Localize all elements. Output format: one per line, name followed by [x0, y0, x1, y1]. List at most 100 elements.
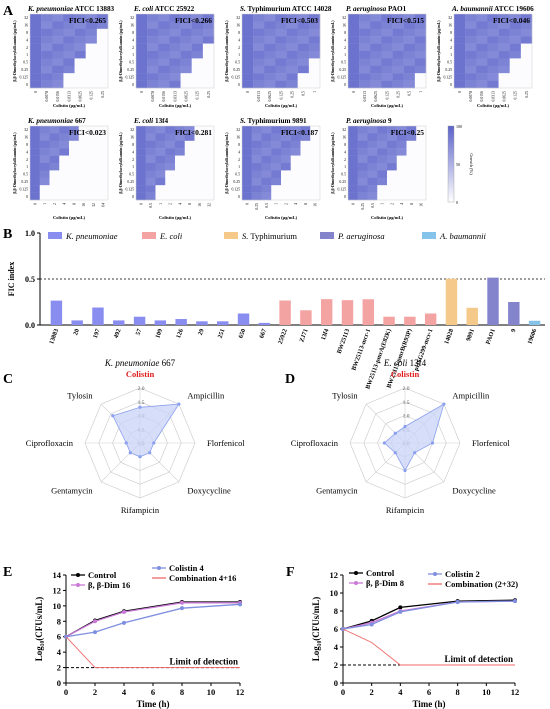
radar-ring-label: 1.0	[403, 414, 410, 420]
heatmap-cell	[52, 58, 64, 66]
heatmap-cell	[300, 163, 311, 171]
heatmap-cell	[191, 28, 204, 37]
heatmap-cell	[136, 148, 146, 156]
heatmap-cell	[396, 148, 407, 156]
heatmap-cell	[286, 73, 298, 81]
x-tick-label: 20	[72, 328, 81, 336]
heatmap-cell	[300, 126, 311, 134]
heatmap-cell	[145, 170, 156, 178]
y-tick-label: 8	[57, 616, 61, 626]
bar	[404, 316, 416, 325]
heatmap-cell	[416, 133, 427, 141]
radar-point	[430, 441, 435, 445]
fici-label: FICI<0.265	[69, 16, 106, 25]
heatmap-cell	[85, 51, 98, 59]
heatmap-cell	[147, 80, 159, 89]
heatmap-cell	[308, 51, 321, 59]
heatmap-cell	[264, 21, 276, 29]
heatmap-cell	[145, 126, 156, 134]
heatmap-cell	[204, 185, 215, 193]
heatmap-cell	[88, 185, 99, 193]
heatmap-cell	[165, 177, 176, 186]
x-tick-label: 2	[370, 687, 374, 697]
heatmap-cell	[297, 21, 310, 29]
heatmap-cell	[359, 28, 371, 37]
heatmap-cell	[275, 80, 287, 89]
radar-axis-label: Ampicillin	[187, 391, 225, 401]
heatmap-cell	[242, 73, 254, 81]
heatmap-cell	[30, 185, 40, 193]
heatmap-cell	[281, 148, 291, 156]
heatmap-cell	[165, 185, 176, 193]
heatmap-cell	[396, 126, 407, 134]
heatmap-ytick: 0.25	[339, 180, 346, 184]
heatmap-cell	[271, 163, 282, 171]
heatmap-cell	[30, 192, 40, 201]
heatmap-cell	[69, 170, 79, 178]
heatmap-cell	[253, 51, 265, 59]
legend-label-text: P. aeruginosa	[337, 231, 385, 241]
legend-marker	[354, 581, 358, 585]
heatmap-cell	[39, 148, 50, 156]
y-tick-label: 0.0	[25, 321, 35, 330]
heatmap-cell	[487, 73, 499, 81]
fici-label: FICI<0.515	[387, 16, 424, 25]
heatmap-cell	[180, 14, 192, 22]
heatmap-cell	[78, 170, 89, 178]
heatmap-cell	[78, 177, 89, 186]
heatmap-ytick: 4	[26, 38, 28, 42]
heatmap-cell	[158, 21, 170, 29]
heatmap-cell	[290, 140, 301, 149]
heatmap-cell	[275, 14, 287, 22]
heatmap-cell	[194, 155, 205, 164]
x-tick-label: 14028	[443, 328, 455, 345]
heatmap-cell	[377, 192, 388, 201]
heatmap-cell	[78, 126, 89, 134]
heatmap-cell	[381, 58, 393, 66]
heatmap-xtick: 8	[304, 203, 308, 205]
heatmap-cell	[300, 148, 311, 156]
heatmap-ytick: 2	[450, 46, 452, 50]
heatmap-title: P. aeruginosa 9	[346, 117, 392, 125]
heatmap-ytick: 0	[238, 83, 240, 87]
heatmap-cell	[30, 140, 40, 149]
series-line	[65, 602, 240, 638]
heatmap-cell	[52, 14, 64, 22]
heatmap-cell	[165, 155, 176, 164]
heatmap-cell	[509, 36, 522, 44]
fici-label: FICI<0.187	[281, 128, 318, 137]
heatmap-cell	[509, 51, 522, 59]
heatmap-cell	[487, 51, 499, 59]
heatmap-cell	[242, 14, 254, 22]
radar-area	[383, 403, 445, 472]
radar-point	[138, 455, 142, 459]
panel-c-radar: CK. pneumoniae 6670.00.51.01.52.0Colisti…	[3, 358, 245, 515]
heatmap-cell	[184, 140, 195, 149]
legend-label: β, β-Dim 8	[366, 578, 404, 588]
radar-ring-label: 2.0	[403, 386, 410, 392]
heatmap-cell	[286, 51, 298, 59]
heatmap-cell	[392, 21, 404, 29]
heatmap-cell	[297, 80, 310, 89]
heatmap-cell	[136, 170, 146, 178]
heatmap-cell	[348, 155, 358, 164]
heatmap-cell	[175, 155, 185, 164]
heatmap-cell	[30, 73, 42, 81]
heatmap-cell	[290, 126, 301, 134]
heatmap-cell	[275, 36, 287, 44]
x-tick-label: 251	[217, 328, 227, 339]
x-tick-label: 4	[122, 687, 127, 697]
radar-title: K. pneumoniae 667	[104, 358, 176, 368]
heatmap-cell	[509, 28, 522, 37]
heatmap-xtick: 0.5	[265, 203, 269, 208]
heatmap-ytick: 32	[130, 128, 134, 132]
bar	[154, 320, 167, 325]
heatmap: A. baumannii ATCC 19606 FICI<0.046 0 0.125 0…	[436, 5, 534, 108]
heatmap-cell	[454, 73, 466, 81]
heatmap-cell	[39, 126, 50, 134]
heatmap-cell	[275, 51, 287, 59]
radar-point	[442, 402, 446, 406]
heatmap-xtick: 0.0313	[257, 91, 261, 102]
heatmap-cell	[63, 51, 75, 59]
colorbar-tick: 50	[456, 162, 460, 167]
